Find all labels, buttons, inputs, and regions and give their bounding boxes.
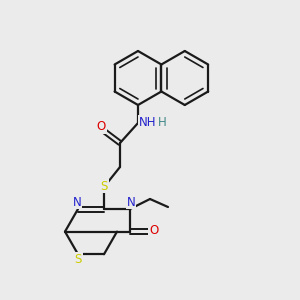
Text: O: O xyxy=(96,121,106,134)
Text: O: O xyxy=(149,224,159,237)
Text: NH: NH xyxy=(139,116,157,128)
Text: N: N xyxy=(73,196,81,208)
Text: S: S xyxy=(74,253,82,266)
Text: N: N xyxy=(127,196,135,208)
Text: S: S xyxy=(100,179,108,193)
Text: H: H xyxy=(158,116,166,130)
